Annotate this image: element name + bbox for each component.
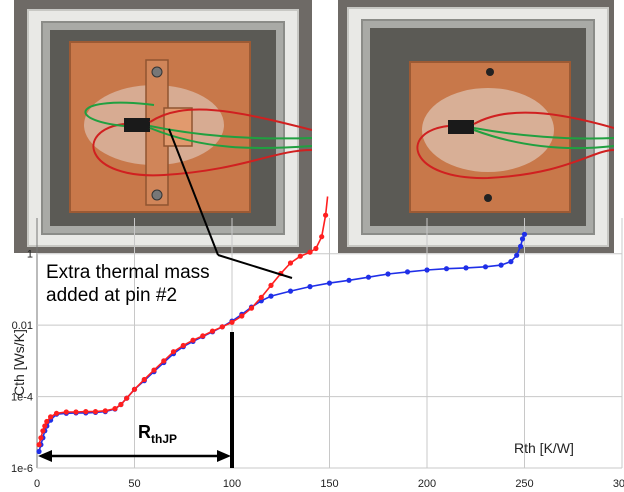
data-point — [498, 262, 504, 268]
data-point — [190, 337, 196, 343]
rth-arrow — [38, 450, 231, 462]
data-point — [307, 284, 313, 290]
data-point — [248, 305, 255, 311]
series-1 — [36, 196, 329, 448]
data-point — [219, 324, 225, 330]
y-tick-labels: 1 0.01 1e-4 1e-6 — [11, 249, 33, 475]
data-point — [48, 414, 54, 420]
data-point — [112, 406, 118, 412]
data-point — [326, 280, 333, 286]
data-point — [521, 231, 528, 237]
data-point — [73, 409, 79, 415]
data-point — [42, 423, 48, 429]
data-point — [463, 265, 469, 271]
series-layer — [36, 196, 528, 455]
annotation-mass-line1: Extra thermal mass — [46, 262, 210, 283]
y-tick-label: 1e-4 — [11, 392, 33, 404]
y-tick-label: 0.01 — [12, 320, 33, 332]
data-point — [229, 319, 235, 325]
data-point — [83, 409, 89, 415]
y-tick-label: 1e-6 — [11, 463, 33, 475]
data-point — [63, 409, 69, 415]
data-point — [151, 367, 157, 373]
data-point — [514, 252, 520, 258]
data-point — [161, 358, 167, 364]
data-point — [319, 234, 325, 240]
data-point — [258, 294, 264, 300]
data-point — [180, 342, 186, 349]
data-point — [38, 435, 44, 441]
data-point — [131, 386, 138, 392]
data-point — [124, 395, 130, 401]
x-tick-label: 100 — [223, 478, 241, 490]
data-point — [200, 333, 206, 339]
rth-label: RthJP — [138, 422, 177, 446]
data-point — [482, 264, 489, 270]
data-point — [365, 274, 372, 280]
data-point — [518, 243, 524, 249]
series-line — [38, 196, 329, 445]
data-point — [404, 269, 411, 275]
data-point — [443, 266, 450, 272]
data-point — [118, 401, 124, 408]
annotation-leader-line — [168, 128, 219, 256]
x-axis-label: Rth [K/W] — [514, 440, 574, 456]
x-tick-label: 200 — [418, 478, 436, 490]
x-tick-label: 250 — [515, 478, 533, 490]
data-point — [44, 418, 50, 425]
data-point — [53, 410, 60, 416]
x-tick-labels: 0 50 100 150 200 250 300 — [34, 478, 624, 490]
y-axis-label: Cth [Ws/K] — [11, 329, 27, 396]
data-point — [287, 260, 294, 266]
data-point — [92, 409, 99, 415]
data-point — [268, 282, 274, 288]
x-tick-label: 300 — [613, 478, 624, 490]
data-point — [313, 245, 319, 252]
data-point — [209, 328, 216, 334]
x-tick-label: 50 — [128, 478, 140, 490]
data-point — [268, 293, 274, 299]
data-point — [346, 277, 352, 283]
data-point — [323, 212, 329, 218]
data-point — [141, 376, 147, 383]
photo-with-extra-mass — [14, 0, 312, 253]
grid-lines — [36, 218, 623, 469]
data-point — [307, 249, 313, 255]
data-point — [385, 271, 391, 277]
annotation-leader-line-2 — [217, 254, 293, 279]
data-point — [519, 236, 526, 242]
data-point — [36, 448, 42, 455]
photo-reference-device — [338, 0, 614, 253]
data-point — [36, 442, 42, 448]
data-point — [102, 408, 108, 414]
data-point — [297, 253, 303, 259]
annotation-mass-line2: added at pin #2 — [46, 285, 177, 306]
y-tick-label: 1 — [27, 249, 33, 261]
data-point — [508, 259, 514, 265]
data-point — [239, 313, 245, 319]
x-tick-label: 0 — [34, 478, 40, 490]
data-point — [424, 267, 430, 273]
data-point — [170, 349, 177, 355]
data-point — [40, 428, 46, 434]
data-point — [287, 288, 294, 294]
x-tick-label: 150 — [320, 478, 338, 490]
